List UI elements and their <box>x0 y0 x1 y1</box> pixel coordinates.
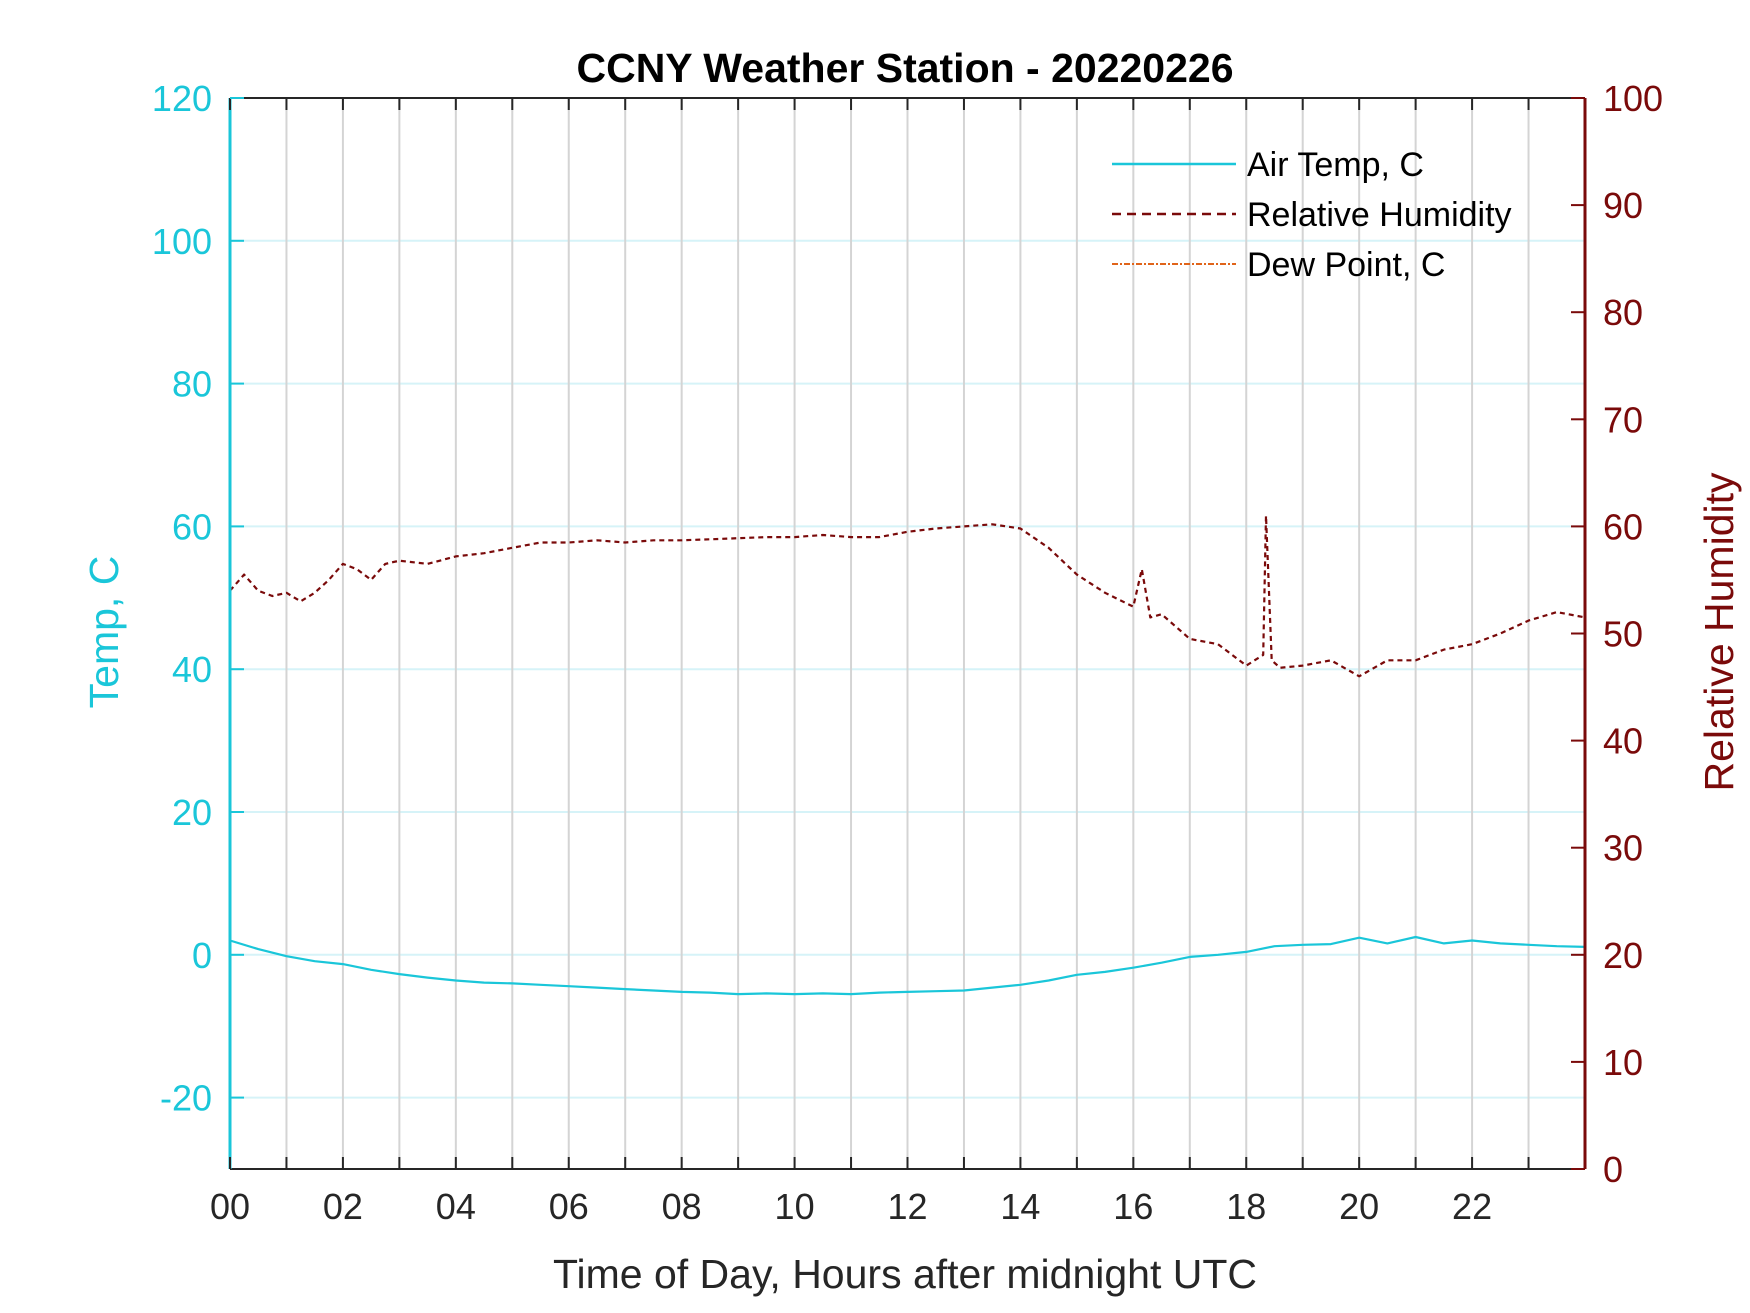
x-tick-label: 10 <box>775 1186 815 1227</box>
x-tick-label: 20 <box>1339 1186 1379 1227</box>
y-right-tick-label: 10 <box>1603 1042 1643 1083</box>
y-right-tick-label: 0 <box>1603 1149 1623 1190</box>
legend-label-relative-humidity: Relative Humidity <box>1247 196 1512 234</box>
x-tick-label: 16 <box>1113 1186 1153 1227</box>
x-tick-label: 14 <box>1000 1186 1040 1227</box>
x-tick-label: 00 <box>210 1186 250 1227</box>
x-tick-label: 02 <box>323 1186 363 1227</box>
y-left-tick-label: 0 <box>192 935 212 976</box>
y-right-tick-label: 20 <box>1603 935 1643 976</box>
y-right-tick-label: 90 <box>1603 185 1643 226</box>
y-left-tick-label: -20 <box>160 1078 212 1119</box>
legend-label-dew-point: Dew Point, C <box>1247 246 1445 284</box>
grid <box>230 97 1585 1169</box>
x-tick-label: 18 <box>1226 1186 1266 1227</box>
y-left-tick-label: 20 <box>172 792 212 833</box>
y-left-tick-label: 60 <box>172 506 212 547</box>
y-right-tick-label: 50 <box>1603 614 1643 655</box>
y-right-tick-label: 30 <box>1603 828 1643 869</box>
chart-title: CCNY Weather Station - 20220226 <box>576 45 1233 91</box>
y-left-tick-label: 120 <box>152 78 212 119</box>
x-tick-label: 12 <box>887 1186 927 1227</box>
y-right-tick-label: 40 <box>1603 721 1643 762</box>
y-right-tick-label: 60 <box>1603 506 1643 547</box>
x-tick-label: 08 <box>662 1186 702 1227</box>
series-air-temp <box>229 935 1586 996</box>
x-axis-label: Time of Day, Hours after midnight UTC <box>553 1251 1257 1297</box>
legend-label-air-temp: Air Temp, C <box>1247 146 1424 184</box>
y-left-tick-label: 80 <box>172 364 212 405</box>
y-axis-label-left: Temp, C <box>81 556 127 709</box>
series-layer <box>229 514 1586 996</box>
y-left-tick-label: 100 <box>152 221 212 262</box>
y-right-tick-label: 80 <box>1603 292 1643 333</box>
series-relative-humidity <box>229 514 1586 678</box>
x-tick-label: 04 <box>436 1186 476 1227</box>
y-axis-label-right: Relative Humidity <box>1696 472 1742 791</box>
y-right-tick-label: 70 <box>1603 399 1643 440</box>
y-left-tick-label: 40 <box>172 649 212 690</box>
ticks: 00 02 04 06 08 10 12 14 16 18 20 22-200204060801001… <box>152 78 1663 1227</box>
y-right-tick-label: 100 <box>1603 78 1663 119</box>
x-tick-label: 06 <box>549 1186 589 1227</box>
legend: Air Temp, C Relative Humidity Dew Point,… <box>1112 146 1512 284</box>
x-tick-label: 22 <box>1452 1186 1492 1227</box>
